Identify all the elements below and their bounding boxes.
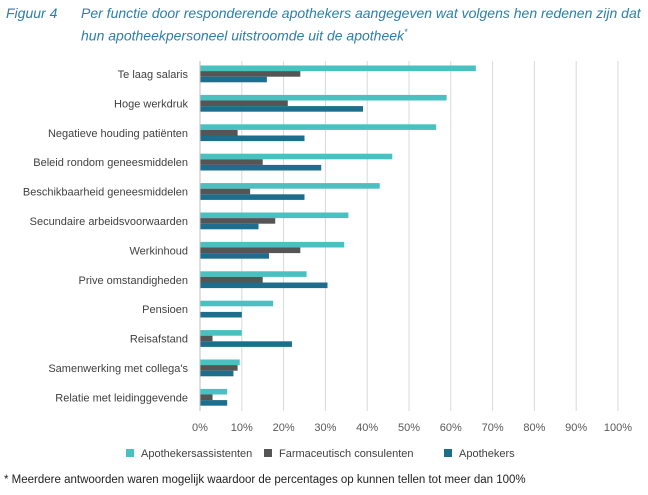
bar-beschikbaarheid-geneesmiddelen-apothekersassistenten xyxy=(200,183,380,189)
x-tick-label: 80% xyxy=(523,422,545,434)
bar-werkinhoud-apothekersassistenten xyxy=(200,241,345,248)
x-tick-label: 50% xyxy=(398,422,420,434)
bar-pensioen-apothekersassistenten xyxy=(200,300,274,307)
bar-werkinhoud-farmaceutisch-consulenten xyxy=(200,247,301,254)
category-label: Negatieve houding patiënten xyxy=(48,128,188,140)
bar-secundaire-arbeidsvoorwaarden-apothekersassistenten xyxy=(200,212,349,219)
bar-prive-omstandigheden-farmaceutisch-consulenten xyxy=(200,276,263,283)
figure-label: Figuur 4 xyxy=(6,5,58,21)
category-label: Beschikbaarheid geneesmiddelen xyxy=(23,187,188,199)
bar-prive-omstandigheden-apothekersassistenten xyxy=(200,271,307,277)
x-tick-label: 0% xyxy=(192,422,208,434)
bar-negatieve-houding-patienten-apothekers xyxy=(200,135,305,142)
footnote: * Meerdere antwoorden waren mogelijk waa… xyxy=(4,474,526,486)
category-labels: Te laag salaris Hoge werkdruk Negatieve ho… xyxy=(23,69,189,404)
bar-beleid-rondom-geneesmiddelen-apothekers xyxy=(200,164,322,171)
x-tick-label: 90% xyxy=(565,422,587,434)
category-label: Werkinhoud xyxy=(130,245,189,257)
legend-label-farmaceutisch-consulenten: Farmaceutisch consulenten xyxy=(279,448,414,460)
figure-title: Per functie door responderende apotheker… xyxy=(81,4,641,46)
bar-pensioen-apothekers xyxy=(200,311,242,318)
bar-beleid-rondom-geneesmiddelen-farmaceutisch-consulenten xyxy=(200,159,263,165)
legend-swatch-farmaceutisch-consulenten xyxy=(264,449,272,457)
chart-legend: Apothekersassistenten Farmaceutisch consu… xyxy=(126,448,515,460)
bar-werkinhoud-apothekers xyxy=(200,253,269,259)
bar-relatie-met-leidinggevende-apothekersassistenten xyxy=(200,388,228,395)
chart-gridlines xyxy=(241,61,619,411)
category-label: Samenwerking met collega's xyxy=(48,363,188,375)
figure-title-text: Per functie door responderende apotheker… xyxy=(81,5,641,44)
x-tick-label: 10% xyxy=(231,422,253,434)
bar-negatieve-houding-patienten-farmaceutisch-consulenten xyxy=(200,129,238,136)
category-label: Prive omstandigheden xyxy=(79,275,188,287)
bar-samenwerking-met-collega-s-farmaceutisch-consulenten xyxy=(200,365,238,371)
category-label: Te laag salaris xyxy=(118,69,189,81)
category-label: Pensioen xyxy=(142,304,188,316)
bar-negatieve-houding-patienten-apothekersassistenten xyxy=(200,124,437,130)
figure-header: Figuur 4 Per functie door responderende … xyxy=(6,4,642,48)
x-tick-label: 20% xyxy=(273,422,295,434)
bar-samenwerking-met-collega-s-apothekersassistenten xyxy=(200,359,240,366)
legend-label-apothekersassistenten: Apothekersassistenten xyxy=(141,448,252,460)
x-tick-label: 40% xyxy=(356,422,378,434)
bar-reisafstand-apothekers xyxy=(200,341,292,347)
legend-swatch-apothekers xyxy=(444,449,452,457)
bar-reisafstand-farmaceutisch-consulenten xyxy=(200,335,213,342)
bar-hoge-werkdruk-apothekersassistenten xyxy=(200,94,447,101)
category-label: Reisafstand xyxy=(130,334,188,346)
bar-te-laag-salaris-apothekersassistenten xyxy=(200,65,476,72)
category-label: Secundaire arbeidsvoorwaarden xyxy=(30,216,188,228)
chart-bars xyxy=(200,65,476,406)
bar-te-laag-salaris-apothekers xyxy=(200,76,267,83)
bar-hoge-werkdruk-farmaceutisch-consulenten xyxy=(200,100,288,107)
x-tick-labels: 0% 10% 20% 30% 40% 50% 60% 70% 80% 90% 100% xyxy=(192,422,632,434)
category-label: Hoge werkdruk xyxy=(114,98,188,110)
bar-beschikbaarheid-geneesmiddelen-farmaceutisch-consulenten xyxy=(200,188,251,195)
bar-samenwerking-met-collega-s-apothekers xyxy=(200,370,234,377)
bar-beleid-rondom-geneesmiddelen-apothekersassistenten xyxy=(200,153,393,160)
bar-hoge-werkdruk-apothekers xyxy=(200,106,364,112)
legend-label-apothekers: Apothekers xyxy=(459,448,515,460)
x-tick-label: 100% xyxy=(604,422,632,434)
bar-reisafstand-apothekersassistenten xyxy=(200,330,242,336)
bar-relatie-met-leidinggevende-apothekers xyxy=(200,400,228,406)
figure-title-footnote-mark: * xyxy=(404,27,408,37)
legend-swatch-apothekersassistenten xyxy=(126,449,134,457)
x-tick-label: 60% xyxy=(440,422,462,434)
x-tick-label: 30% xyxy=(314,422,336,434)
bar-relatie-met-leidinggevende-farmaceutisch-consulenten xyxy=(200,394,213,401)
x-tick-label: 70% xyxy=(482,422,504,434)
bar-secundaire-arbeidsvoorwaarden-apothekers xyxy=(200,223,259,230)
category-label: Beleid rondom geneesmiddelen xyxy=(33,157,188,169)
bar-te-laag-salaris-farmaceutisch-consulenten xyxy=(200,71,301,77)
bar-beschikbaarheid-geneesmiddelen-apothekers xyxy=(200,194,305,200)
bar-prive-omstandigheden-apothekers xyxy=(200,282,328,289)
category-label: Relatie met leidinggevende xyxy=(55,392,188,404)
bar-secundaire-arbeidsvoorwaarden-farmaceutisch-consulenten xyxy=(200,218,276,224)
